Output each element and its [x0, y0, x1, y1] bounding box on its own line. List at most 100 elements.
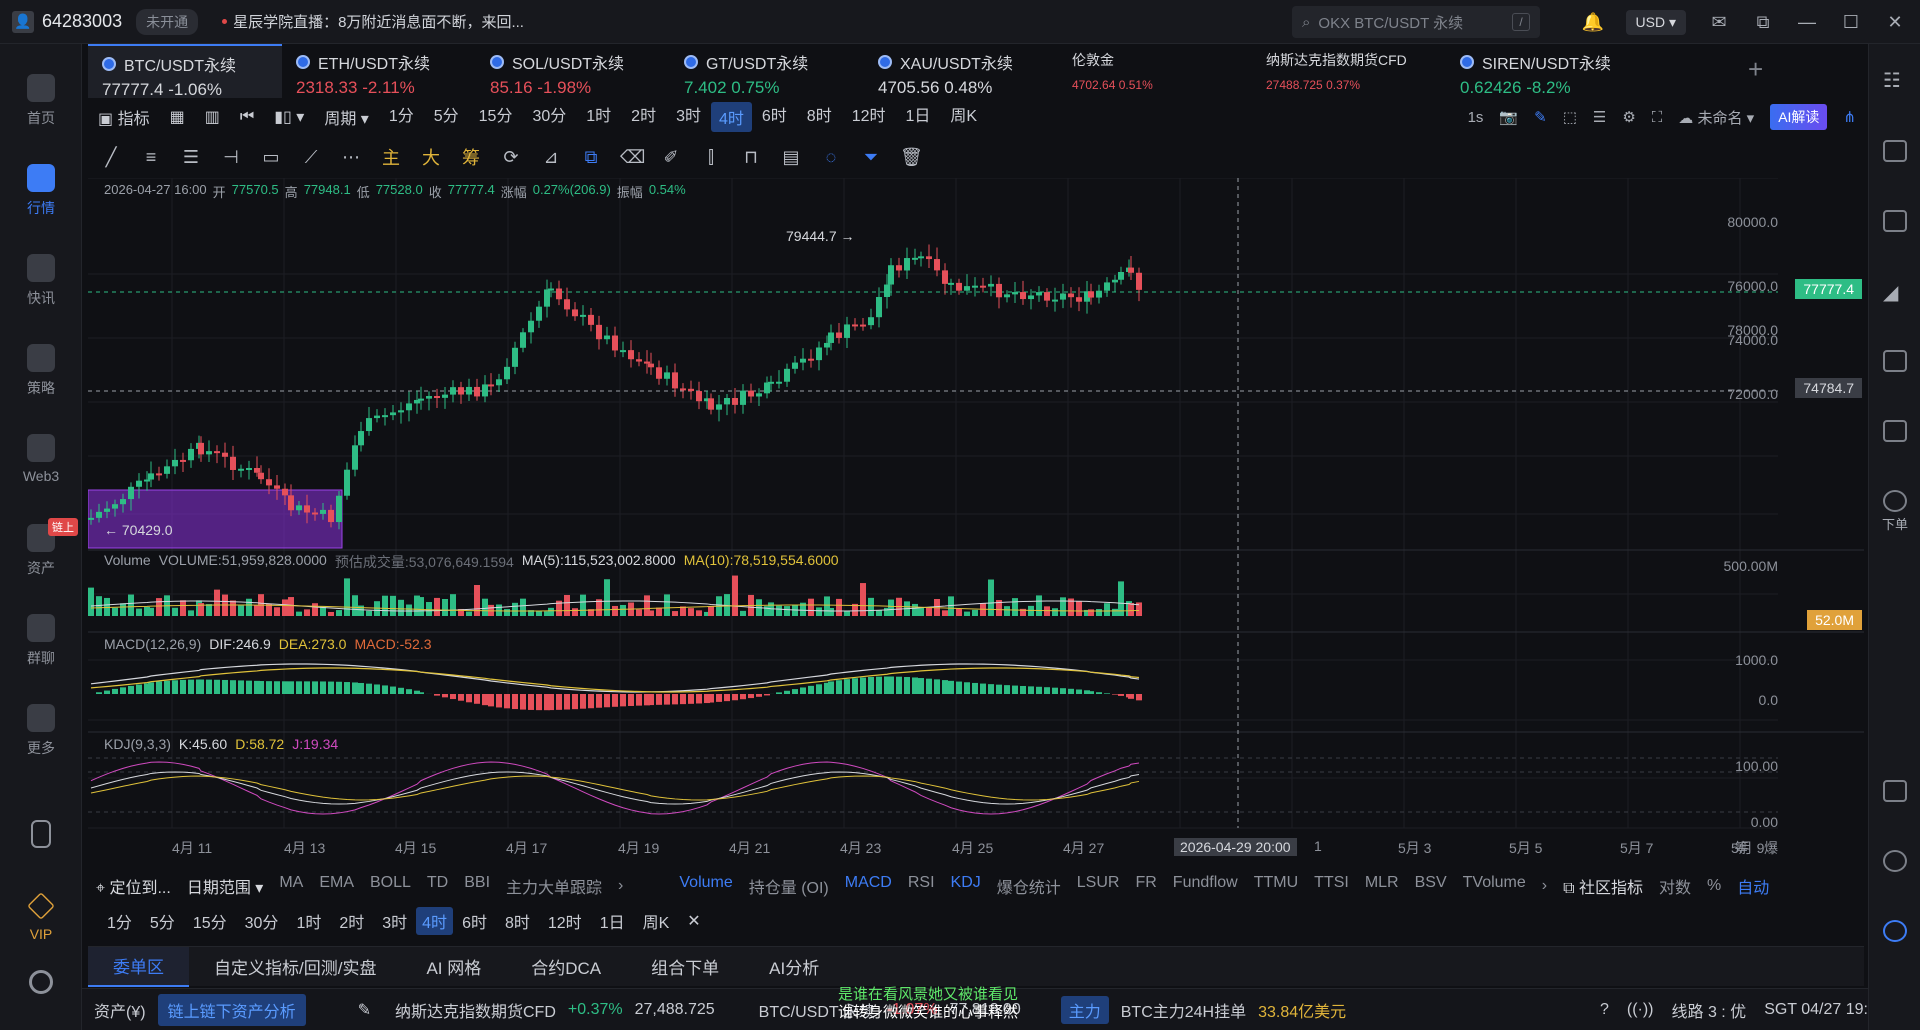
interval-option[interactable]: 15分	[192, 915, 227, 932]
brush-icon[interactable]: ✐	[663, 146, 679, 167]
sidebar-item-more[interactable]: 更多	[0, 704, 82, 758]
period-select[interactable]: 周期 ▾	[324, 111, 369, 128]
measure-icon[interactable]: ⊿	[543, 146, 559, 167]
chart-area[interactable]: 2026-04-27 16:00 开 77570.5 高 77948.1 低 7752…	[88, 178, 1864, 858]
ticker1-name[interactable]: 纳斯达克指数期货CFD	[394, 1003, 556, 1021]
bell-icon[interactable]: 🔔	[1581, 11, 1604, 32]
sub-indicator-option[interactable]: KDJ	[950, 874, 981, 891]
more-tools-icon[interactable]: ⋯	[342, 146, 360, 167]
depth-chart-icon[interactable]: ◢	[1883, 282, 1899, 304]
maximize-icon[interactable]: ☐	[1842, 11, 1860, 32]
share-icon[interactable]: ⋔	[1843, 109, 1856, 126]
interval-option[interactable]: 1时	[296, 915, 322, 932]
ai-analysis-button[interactable]: AI解读	[1770, 104, 1828, 130]
add-tab-button[interactable]: +	[1748, 54, 1764, 84]
pen-icon[interactable]: ✎	[1534, 109, 1547, 126]
ray-icon[interactable]: ⟋	[304, 146, 318, 167]
headset-icon[interactable]	[1883, 850, 1907, 872]
onchain-analysis-button[interactable]: 链上链下资产分析	[157, 993, 306, 1026]
tab-symbol[interactable]: XAU/USDT永续 4705.56 0.48%	[864, 44, 1058, 98]
interval-option[interactable]: 4时	[710, 102, 752, 132]
sub-indicator-option[interactable]: TTSI	[1314, 874, 1349, 891]
analytics-icon[interactable]	[1883, 350, 1907, 372]
document-icon[interactable]	[1883, 140, 1907, 162]
cloud-layout-select[interactable]: ☁ 未命名 ▾	[1678, 109, 1755, 127]
tab-symbol[interactable]: SOL/USDT永续 85.16 -1.98%	[476, 44, 670, 98]
sub-indicator-option[interactable]: 爆仓统计	[996, 880, 1061, 897]
bottom-tab[interactable]: 自定义指标/回测/实盘	[214, 959, 377, 978]
main-indicator-option[interactable]: BOLL	[369, 874, 411, 891]
note-icon[interactable]: ▤	[782, 146, 800, 167]
interval-option[interactable]: 2时	[339, 915, 365, 932]
interval-option[interactable]: 6时	[462, 915, 487, 932]
main-force-button[interactable]: 主	[382, 148, 400, 168]
magnet-icon[interactable]: ⧉	[584, 146, 598, 167]
parallel-lines-icon[interactable]: ≡	[145, 146, 157, 167]
mail-icon[interactable]: ✉	[1711, 11, 1727, 32]
interval-option[interactable]: 30分	[244, 915, 279, 932]
interval-option[interactable]: 1日	[905, 108, 931, 125]
crop-icon[interactable]: ⬚	[1562, 109, 1577, 126]
interval-option[interactable]: 周K	[642, 915, 670, 932]
interval-option[interactable]: 12时	[851, 108, 886, 125]
currency-select[interactable]: USD ▾	[1625, 9, 1686, 35]
user-info[interactable]: 👤 64283003 未开通	[0, 8, 199, 35]
channel-icon[interactable]: ☰	[182, 146, 200, 167]
trash-icon[interactable]: 🗑	[900, 146, 923, 167]
sub-indicator-option[interactable]: MLR	[1364, 874, 1399, 891]
chevron-right-icon[interactable]: ›	[1541, 877, 1548, 894]
sub-indicator-option[interactable]: TVolume	[1462, 874, 1526, 891]
avatar[interactable]: 👤	[12, 10, 34, 33]
interval-option[interactable]: 6时	[761, 108, 787, 125]
tab-symbol[interactable]: SIREN/USDT永续 0.62426 -8.2%	[1446, 44, 1640, 98]
indicator-button[interactable]: ▣ 指标	[98, 111, 150, 128]
bottom-tab[interactable]: 组合下单	[651, 959, 720, 978]
bottom-tab[interactable]: AI 网格	[426, 959, 482, 978]
line-status[interactable]: 线路 3 : 优	[1671, 1003, 1747, 1021]
rectangle-icon[interactable]: ▭	[262, 146, 280, 167]
percent-scale-toggle[interactable]: %	[1707, 877, 1722, 894]
interval-option[interactable]: 30分	[532, 108, 567, 125]
interval-option[interactable]: 1日	[599, 915, 625, 932]
tab-symbol[interactable]: GT/USDT永续 7.402 0.75%	[670, 44, 864, 98]
order-label[interactable]: 下单	[1881, 517, 1908, 532]
sidebar-item-web3[interactable]: Web3	[0, 434, 82, 484]
compare-icon[interactable]: ⫿	[708, 146, 714, 167]
interval-option[interactable]: 1分	[107, 915, 132, 932]
vip-status-badge[interactable]: 未开通	[136, 8, 199, 35]
filter-icon[interactable]: ⏷	[863, 146, 879, 167]
ticker2-name[interactable]: BTC/USDT 永续	[758, 1003, 875, 1021]
main-indicator-option[interactable]: BBI	[464, 874, 491, 891]
sidebar-item-home[interactable]: 首页	[0, 74, 82, 128]
main-indicator-option[interactable]: MA	[279, 874, 304, 891]
sidebar-item-settings[interactable]	[0, 970, 82, 1000]
close-interval-bar-icon[interactable]: ✕	[687, 913, 701, 930]
news-ticker[interactable]: 星辰学院直播：8万附近消息面不断，来回...	[222, 11, 524, 32]
main-indicator-option[interactable]: EMA	[319, 874, 354, 891]
lock-icon[interactable]: ⊓	[743, 146, 759, 167]
etf-icon[interactable]	[1883, 420, 1907, 442]
popout-icon[interactable]: ⧉	[1756, 11, 1770, 32]
bot-icon[interactable]	[1883, 920, 1907, 942]
asset-label[interactable]: 资产(¥)	[94, 1003, 146, 1021]
layout-icon[interactable]: ▥	[204, 109, 220, 126]
community-indicators-button[interactable]: ⧉ 社区指标	[1563, 880, 1643, 897]
edit-icon[interactable]: ✎	[357, 1001, 371, 1019]
interval-option[interactable]: 12时	[547, 915, 582, 932]
interval-option[interactable]: 1分	[388, 108, 414, 125]
close-icon[interactable]: ✕	[1887, 11, 1903, 32]
sidebar-item-vip[interactable]: VIP	[0, 892, 82, 942]
interval-option[interactable]: 周K	[950, 108, 978, 125]
tab-symbol[interactable]: 伦敦金 4702.64 0.51%	[1058, 44, 1252, 98]
interval-option[interactable]: 3时	[676, 108, 701, 125]
dollar-icon[interactable]	[1883, 210, 1907, 232]
sub-indicator-option[interactable]: Fundflow	[1172, 874, 1238, 891]
sub-indicator-option[interactable]: 持仓量 (OI)	[748, 880, 829, 897]
log-scale-toggle[interactable]: 对数	[1658, 880, 1691, 897]
sub-indicator-option[interactable]: MACD	[844, 874, 892, 891]
interval-option[interactable]: 3时	[382, 915, 408, 932]
sidebar-item-news[interactable]: 快讯	[0, 254, 82, 308]
liquidation-axis-label[interactable]: 爆	[1764, 840, 1778, 856]
search-box[interactable]: ⌕ OKX BTC/USDT 永续 /	[1292, 6, 1540, 38]
main-indicator-option[interactable]: TD	[426, 874, 449, 891]
